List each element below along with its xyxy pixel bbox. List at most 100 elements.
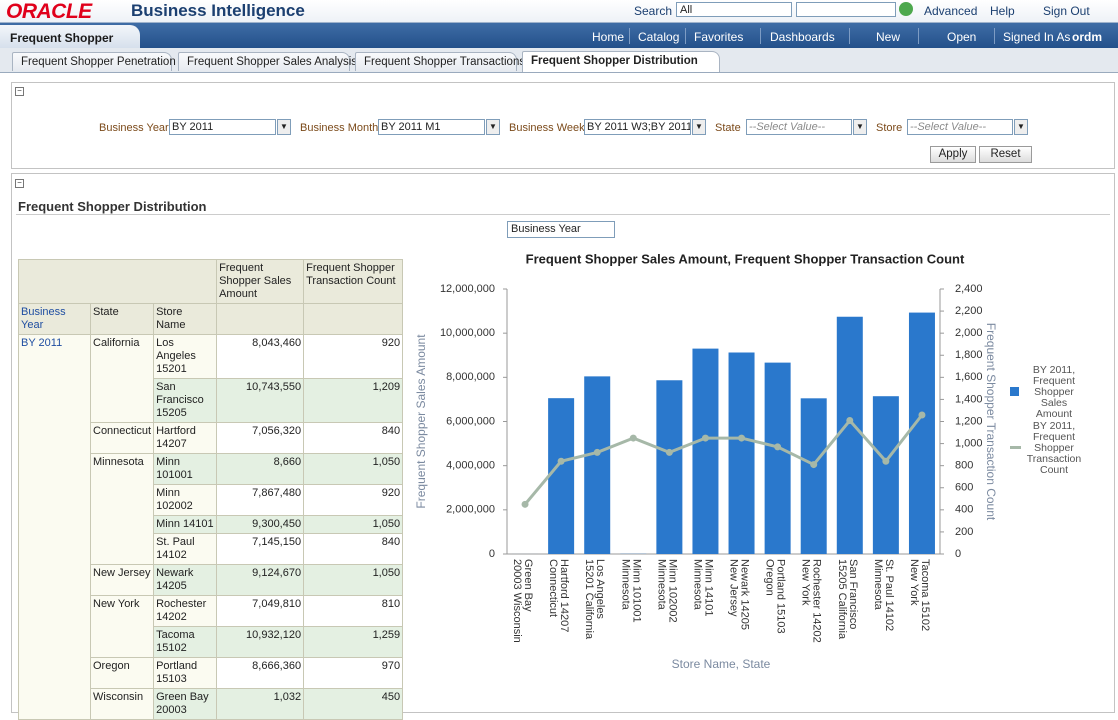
prompt-label: Business Week xyxy=(509,122,585,134)
signed-in-label: Signed In As xyxy=(1003,30,1070,44)
dimension-header: Business Year xyxy=(19,304,91,335)
prompt-input[interactable]: --Select Value-- xyxy=(746,119,852,135)
line-point xyxy=(630,435,637,442)
store-cell: Newark 14205 xyxy=(154,565,217,596)
dashboards-menu[interactable]: Dashboards xyxy=(770,30,835,44)
x-tick-label: Minn 102002 Minnesota xyxy=(649,559,677,643)
logo: ORACLE xyxy=(6,0,92,24)
store-cell: Minn 14101 xyxy=(154,516,217,534)
product-name: Business Intelligence xyxy=(131,1,305,21)
x-tick-label: Green Bay 20003 Wisconsin xyxy=(505,559,533,643)
prompt-dropdown[interactable]: ▼ xyxy=(692,119,706,135)
y-tick-label: 10,000,000 xyxy=(440,327,495,339)
y-tick-label: 0 xyxy=(489,548,495,560)
bar xyxy=(548,398,574,554)
catalog-link[interactable]: Catalog xyxy=(638,30,679,44)
home-link[interactable]: Home xyxy=(592,30,624,44)
sales-cell: 7,056,320 xyxy=(217,423,304,454)
favorites-menu[interactable]: Favorites xyxy=(694,30,743,44)
sales-cell: 8,660 xyxy=(217,454,304,485)
x-tick-label: Tacoma 15102 New York xyxy=(902,559,930,643)
search-scope[interactable]: All xyxy=(676,2,792,17)
bar xyxy=(765,363,791,554)
bar xyxy=(584,376,610,554)
line-point xyxy=(846,417,853,424)
chart-title: Frequent Shopper Sales Amount, Frequent … xyxy=(526,251,965,266)
count-cell: 450 xyxy=(304,689,403,720)
y2-tick-label: 2,400 xyxy=(955,283,983,295)
help-link[interactable]: Help xyxy=(990,4,1015,18)
y2-tick-label: 1,800 xyxy=(955,349,983,361)
state-cell: Wisconsin xyxy=(91,689,154,720)
store-cell: Minn 102002 xyxy=(154,485,217,516)
header-cell xyxy=(304,304,403,335)
count-cell: 840 xyxy=(304,423,403,454)
line-point xyxy=(774,443,781,450)
sales-cell: 7,145,150 xyxy=(217,534,304,565)
y2-tick-label: 800 xyxy=(955,460,973,472)
view-selector[interactable]: Business Year xyxy=(507,221,615,238)
reset-button[interactable]: Reset xyxy=(979,146,1032,163)
y2-tick-label: 0 xyxy=(955,548,961,560)
prompt-input[interactable]: BY 2011 W3;BY 2011 xyxy=(584,119,691,135)
prompt-dropdown[interactable]: ▼ xyxy=(486,119,500,135)
line-point xyxy=(918,411,925,418)
line-point xyxy=(738,435,745,442)
pivot-table: Frequent Shopper Sales AmountFrequent Sh… xyxy=(18,259,403,720)
tab[interactable]: Frequent Shopper Distribution xyxy=(522,51,720,72)
count-cell: 1,050 xyxy=(304,516,403,534)
y-tick-label: 12,000,000 xyxy=(440,283,495,295)
prompt-dropdown[interactable]: ▼ xyxy=(1014,119,1028,135)
section-title: Frequent Shopper Distribution xyxy=(18,199,207,214)
state-cell: Minnesota xyxy=(91,454,154,565)
advanced-link[interactable]: Advanced xyxy=(924,4,977,18)
tab[interactable]: Frequent Shopper Transactions xyxy=(355,52,517,71)
legend-swatch xyxy=(1010,387,1019,396)
store-cell: Los Angeles 15201 xyxy=(154,335,217,379)
y2-tick-label: 400 xyxy=(955,504,973,516)
prompt-dropdown[interactable]: ▼ xyxy=(853,119,867,135)
collapse-toggle[interactable]: − xyxy=(15,87,24,96)
y2-axis-title: Frequent Shopper Transaction Count xyxy=(984,323,998,521)
count-cell: 1,050 xyxy=(304,565,403,596)
tab[interactable]: Frequent Shopper Sales Analysis xyxy=(178,52,350,71)
dimension-header: Store Name xyxy=(154,304,217,335)
chart: Frequent Shopper Sales Amount, Frequent … xyxy=(405,245,1115,685)
y-axis-title: Frequent Shopper Sales Amount xyxy=(414,334,428,509)
open-menu[interactable]: Open xyxy=(947,30,976,44)
sales-cell: 7,049,810 xyxy=(217,596,304,627)
prompt-input[interactable]: BY 2011 M1 xyxy=(378,119,485,135)
new-menu[interactable]: New xyxy=(876,30,900,44)
search-go[interactable] xyxy=(899,2,913,16)
dashboard-tab[interactable]: Frequent Shopper xyxy=(0,25,140,48)
year-cell: BY 2011 xyxy=(19,335,91,720)
count-cell: 920 xyxy=(304,335,403,379)
y2-tick-label: 200 xyxy=(955,526,973,538)
legend-label: BY 2011, Frequent Shopper Sales Amount xyxy=(1023,365,1085,420)
prompt-input[interactable]: BY 2011 xyxy=(169,119,276,135)
divider xyxy=(16,214,1110,215)
apply-button[interactable]: Apply xyxy=(930,146,976,163)
x-tick-label: San Francisco 15205 California xyxy=(830,559,858,643)
prompt-input[interactable]: --Select Value-- xyxy=(907,119,1013,135)
sales-cell: 10,743,550 xyxy=(217,379,304,423)
user-menu[interactable]: ordm xyxy=(1072,30,1102,44)
prompt-label: Store xyxy=(876,122,902,134)
sales-cell: 10,932,120 xyxy=(217,627,304,658)
separator xyxy=(760,28,761,44)
tab[interactable]: Frequent Shopper Penetration xyxy=(12,52,172,71)
sign-out-link[interactable]: Sign Out xyxy=(1043,4,1090,18)
store-cell: Hartford 14207 xyxy=(154,423,217,454)
store-cell: Minn 101001 xyxy=(154,454,217,485)
collapse-toggle[interactable]: − xyxy=(15,179,24,188)
legend-entry: BY 2011, Frequent Shopper Transaction Co… xyxy=(1010,421,1118,476)
search-box[interactable] xyxy=(796,2,896,17)
x-tick-label: Los Angeles 15201 California xyxy=(577,559,605,643)
separator xyxy=(849,28,850,44)
state-cell: Connecticut xyxy=(91,423,154,454)
prompt-label: State xyxy=(715,122,741,134)
y-tick-label: 4,000,000 xyxy=(446,460,495,472)
sales-cell: 1,032 xyxy=(217,689,304,720)
prompt-dropdown[interactable]: ▼ xyxy=(277,119,291,135)
